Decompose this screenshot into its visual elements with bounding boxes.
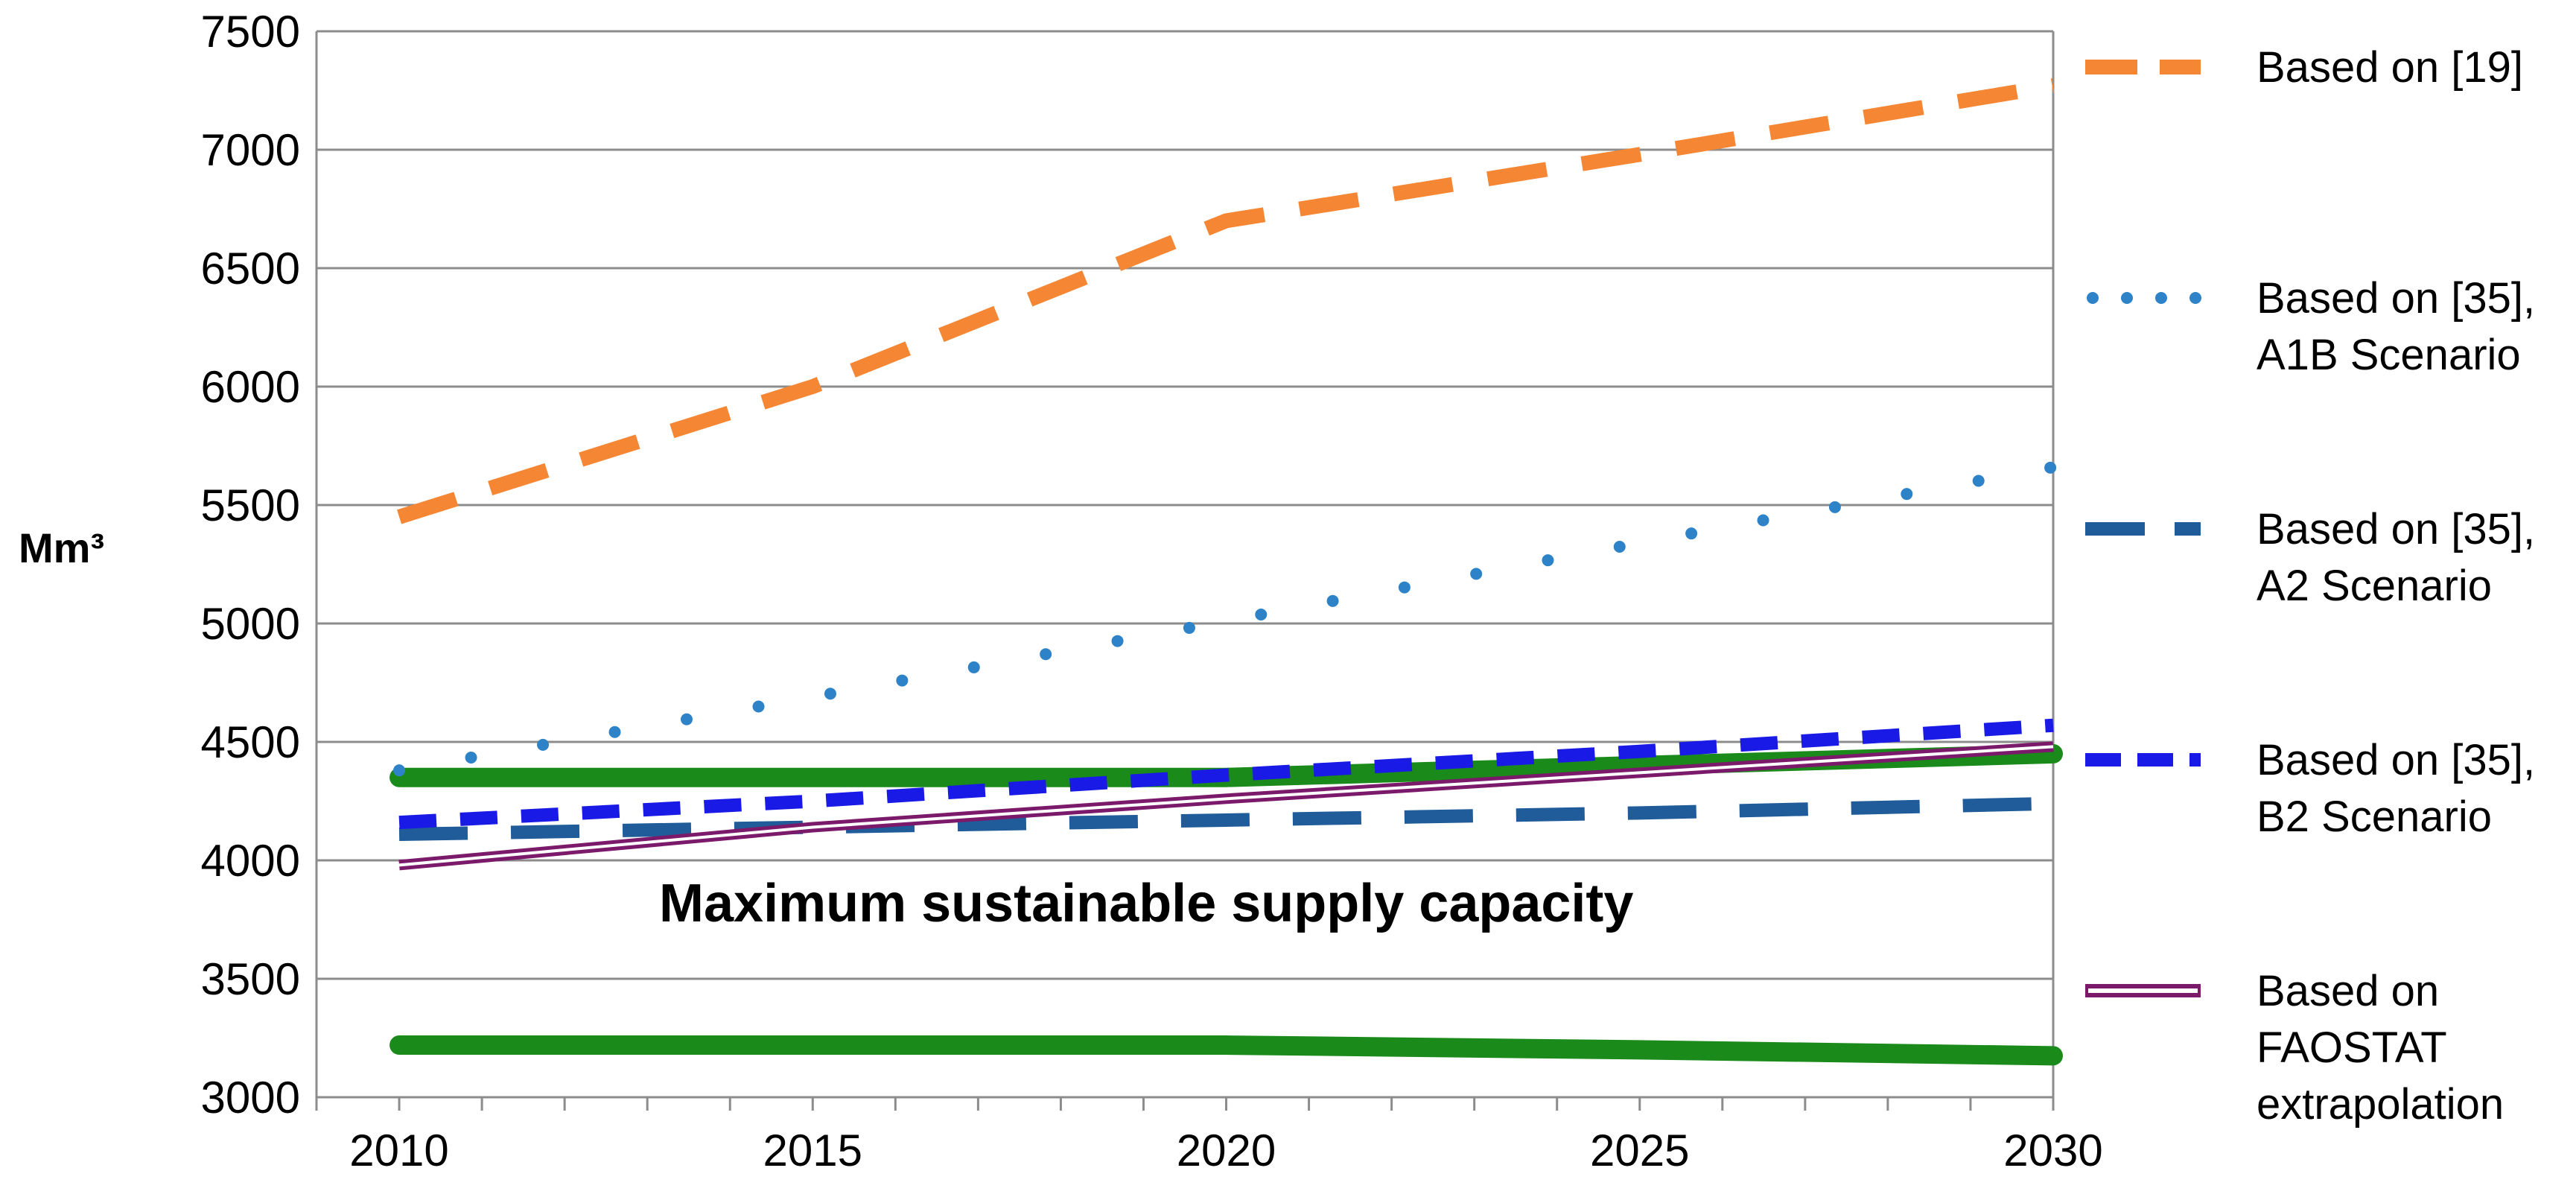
gridlines (317, 31, 2053, 1097)
x-tick-label-2025: 2025 (1590, 1126, 1689, 1175)
x-tick-label-2010: 2010 (349, 1126, 448, 1175)
y-tick-label-4500: 4500 (201, 717, 300, 767)
legend-label-4-0: Based on (2257, 967, 2439, 1015)
legend-label-2-1: A2 Scenario (2257, 562, 2492, 610)
y-axis-label: Mm³ (19, 524, 104, 571)
legend-label-4-1: FAOSTAT (2257, 1023, 2447, 1072)
y-tick-label-6500: 6500 (201, 244, 300, 293)
y-tick-label-5500: 5500 (201, 480, 300, 530)
y-tick-label-7500: 7500 (201, 7, 300, 57)
y-tick-label-7000: 7000 (201, 125, 300, 175)
x-tick-label-2020: 2020 (1177, 1126, 1276, 1175)
capacity-annotation: Maximum sustainable supply capacity (659, 874, 1633, 933)
y-tick-label-3500: 3500 (201, 954, 300, 1004)
capacity-line-lower (399, 1045, 2053, 1056)
legend: Based on [19] Based on [35], A1B Scenario B… (2085, 43, 2535, 1129)
legend-label-3-0: Based on [35], (2257, 736, 2535, 784)
y-tick-label-6000: 6000 (201, 362, 300, 412)
legend-label-1-0: Based on [35], (2257, 274, 2535, 323)
x-tick-label-2030: 2030 (2003, 1126, 2102, 1175)
y-tick-label-4000: 4000 (201, 836, 300, 886)
x-tick-label-2015: 2015 (763, 1126, 862, 1175)
legend-label-4-2: extrapolation (2257, 1080, 2504, 1129)
legend-label-2-0: Based on [35], (2257, 505, 2535, 553)
legend-label-0-0: Based on [19] (2257, 43, 2523, 92)
legend-label-1-1: A1B Scenario (2257, 331, 2521, 379)
series-line-1 (399, 467, 2053, 770)
legend-label-3-1: B2 Scenario (2257, 793, 2492, 841)
axes: 3000 3500 4000 4500 5000 5500 6000 6500 7000 7500… (201, 7, 2103, 1175)
y-tick-label-3000: 3000 (201, 1073, 300, 1123)
y-tick-label-5000: 5000 (201, 599, 300, 649)
